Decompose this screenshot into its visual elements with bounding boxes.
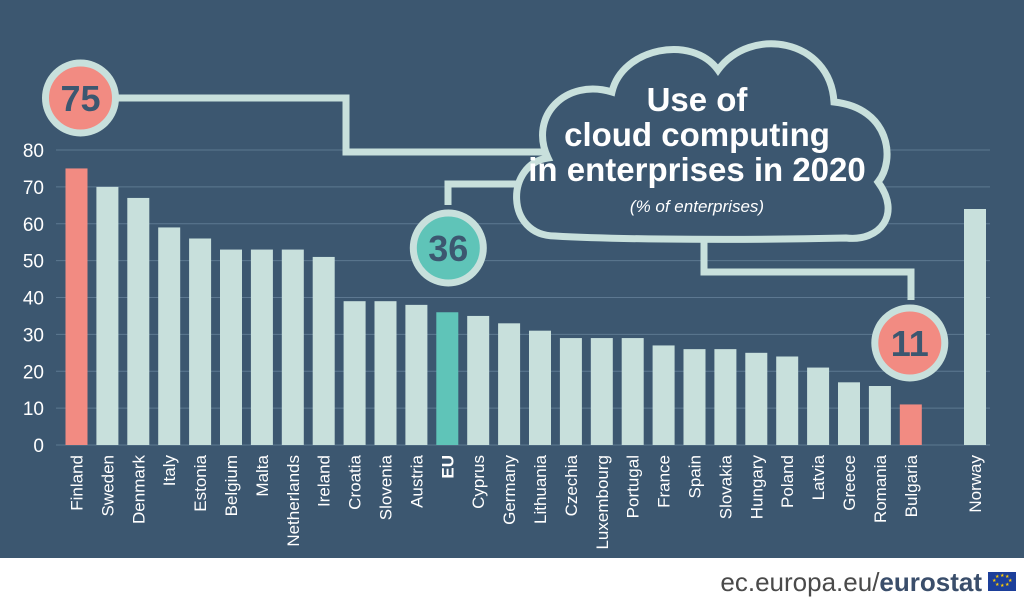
chart-panel: 0 10 20 30 40 50 60 70 80 Finland Sweden Denmark It… [0, 0, 1024, 558]
x-tick-label: Romania [871, 454, 890, 523]
x-tick-label: Slovenia [377, 454, 396, 520]
y-tick-label: 60 [23, 215, 44, 236]
x-tick-label: Austria [407, 454, 426, 507]
x-tick-label: EU [438, 455, 457, 479]
x-tick-label: Slovakia [716, 454, 735, 519]
y-tick-label: 70 [23, 178, 44, 199]
x-tick-label: Luxembourg [593, 455, 612, 550]
bar-hungary [745, 352, 768, 445]
x-tick-label: Greece [840, 455, 859, 511]
bar-estonia [189, 238, 212, 445]
bar-austria [405, 304, 428, 445]
bar-norway [964, 209, 986, 445]
chart-title-line-3: in enterprises in 2020 [528, 151, 866, 188]
finland-connector-line [118, 94, 548, 156]
bar-poland [776, 356, 799, 445]
x-tick-label: Norway [966, 455, 985, 513]
bar-denmark [127, 197, 150, 445]
chart-subtitle: (% of enterprises) [630, 197, 764, 216]
x-tick-label: Italy [160, 455, 179, 487]
y-tick-label: 30 [23, 325, 44, 346]
bar-lithuania [529, 330, 551, 445]
bar-netherlands [281, 249, 304, 445]
x-tick-label: Spain [686, 455, 705, 498]
bar-ireland [312, 256, 335, 445]
bar-bulgaria [899, 404, 922, 445]
bar-slovakia [714, 349, 737, 445]
bar-germany [498, 323, 521, 445]
x-axis-labels: Finland Sweden Denmark Italy Estonia Belgium M… [68, 454, 986, 549]
x-tick-label: Belgium [222, 455, 241, 516]
callout-value-finland: 75 [60, 78, 100, 119]
y-axis-ticks: 0 10 20 30 40 50 60 70 80 [23, 141, 44, 457]
footer-source[interactable]: ec.europa.eu/eurostat [720, 567, 982, 598]
x-tick-label: Hungary [747, 455, 766, 520]
y-tick-label: 0 [33, 436, 44, 457]
x-tick-label: France [655, 455, 674, 508]
x-tick-label: Cyprus [469, 455, 488, 509]
eu-flag-icon: ★ ★ ★ ★ ★ ★ ★ ★ [988, 572, 1016, 591]
x-tick-label: Lithuania [531, 454, 550, 524]
x-tick-label: Netherlands [284, 455, 303, 547]
callout-circle-finland [42, 59, 119, 137]
bar-spain [683, 349, 706, 445]
y-tick-label: 80 [23, 141, 44, 162]
x-tick-label: Malta [253, 454, 272, 496]
eu-connector-line [444, 180, 548, 205]
chart-title-line-1: Use of [647, 81, 749, 118]
y-tick-label: 10 [23, 399, 44, 420]
bar-france [652, 345, 675, 445]
bar-italy [158, 227, 181, 445]
callout-value-eu: 36 [428, 228, 468, 269]
bar-eu [436, 312, 459, 445]
x-tick-label: Latvia [809, 454, 828, 500]
x-tick-label: Denmark [129, 455, 148, 524]
bar-latvia [807, 367, 830, 445]
bar-chart: 0 10 20 30 40 50 60 70 80 Finland Sweden Denmark It… [23, 40, 990, 550]
bar-luxembourg [590, 338, 613, 445]
bar-croatia [343, 301, 366, 445]
chart-title-line-2: cloud computing [564, 116, 830, 153]
x-tick-label: Czechia [562, 454, 581, 516]
bar-malta [250, 249, 273, 445]
footer-site[interactable]: ec.europa.eu/ [720, 567, 880, 597]
callout-circle-eu [409, 209, 487, 287]
y-tick-label: 20 [23, 362, 44, 383]
bulgaria-connector-line [700, 236, 915, 300]
callout-circle-bulgaria [871, 304, 949, 382]
bar-slovenia [374, 301, 397, 445]
x-tick-label: Finland [68, 455, 87, 511]
footer: ec.europa.eu/eurostat ★ ★ ★ ★ ★ ★ ★ ★ [0, 558, 1024, 605]
x-tick-label: Portugal [624, 455, 643, 518]
highlight-callouts: 75 36 11 [42, 59, 949, 382]
callout-value-bulgaria: 11 [891, 323, 929, 364]
bar-belgium [220, 249, 242, 445]
bar-czechia [559, 338, 582, 445]
y-tick-label: 50 [23, 252, 44, 273]
x-tick-label: Bulgaria [902, 454, 921, 517]
x-tick-label: Poland [778, 455, 797, 508]
bar-sweden [96, 186, 119, 445]
x-tick-label: Ireland [315, 455, 334, 507]
cloud-shape [513, 40, 892, 243]
bar-portugal [621, 338, 644, 445]
x-tick-label: Germany [500, 455, 519, 525]
bar-finland [65, 168, 88, 445]
x-tick-label: Sweden [98, 455, 117, 516]
y-tick-label: 40 [23, 289, 44, 310]
bar-cyprus [467, 315, 490, 445]
bar-romania [868, 386, 891, 445]
x-tick-label: Estonia [191, 454, 210, 511]
footer-brand[interactable]: eurostat [879, 567, 982, 597]
x-tick-label: Croatia [346, 454, 365, 509]
bars [65, 168, 986, 445]
bar-greece [838, 382, 860, 445]
